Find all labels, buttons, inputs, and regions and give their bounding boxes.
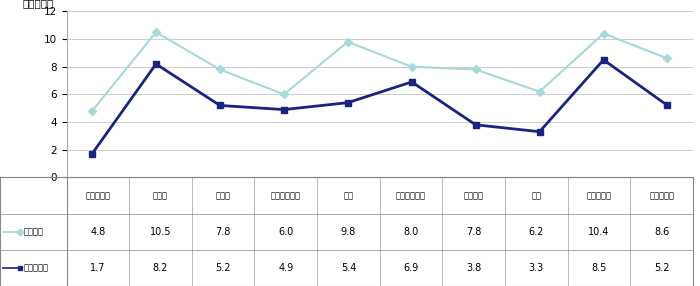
利益非増加 bbox=[344, 101, 352, 104]
利益増加 bbox=[216, 68, 224, 71]
利益非増加 bbox=[471, 123, 480, 126]
Text: 製造業: 製造業 bbox=[153, 191, 168, 200]
Text: 7.8: 7.8 bbox=[466, 227, 482, 237]
利益増加 bbox=[599, 32, 608, 35]
利益増加 bbox=[407, 65, 416, 68]
Text: 情報通信業: 情報通信業 bbox=[587, 191, 612, 200]
Text: サービス業: サービス業 bbox=[649, 191, 674, 200]
Text: （スコア）: （スコア） bbox=[22, 0, 54, 8]
Text: 3.3: 3.3 bbox=[528, 263, 544, 273]
Text: 1.7: 1.7 bbox=[90, 263, 106, 273]
利益増加 bbox=[344, 40, 352, 43]
Text: 金融・保険業: 金融・保険業 bbox=[396, 191, 426, 200]
Text: 電力・ガス等: 電力・ガス等 bbox=[271, 191, 301, 200]
Text: 4.9: 4.9 bbox=[278, 263, 293, 273]
利益増加 bbox=[152, 31, 160, 34]
利益非増加 bbox=[216, 104, 224, 107]
利益非増加 bbox=[663, 104, 671, 107]
利益非増加 bbox=[536, 130, 544, 133]
利益非増加 bbox=[407, 80, 416, 84]
Text: 9.8: 9.8 bbox=[341, 227, 356, 237]
利益非増加 bbox=[152, 62, 160, 66]
Text: 8.5: 8.5 bbox=[592, 263, 607, 273]
Text: 利益増加: 利益増加 bbox=[23, 228, 43, 237]
Text: 5.2: 5.2 bbox=[654, 263, 669, 273]
利益増加 bbox=[536, 90, 544, 93]
Text: 6.9: 6.9 bbox=[403, 263, 419, 273]
Text: 6.0: 6.0 bbox=[278, 227, 293, 237]
利益増加 bbox=[663, 57, 671, 60]
Text: 4.8: 4.8 bbox=[90, 227, 106, 237]
Text: 8.2: 8.2 bbox=[153, 263, 168, 273]
Text: 運輸: 運輸 bbox=[531, 191, 541, 200]
Text: 8.6: 8.6 bbox=[654, 227, 669, 237]
Text: 5.2: 5.2 bbox=[216, 263, 231, 273]
Text: 利益非増加: 利益非増加 bbox=[23, 264, 48, 273]
利益非増加 bbox=[88, 152, 97, 156]
Text: 7.8: 7.8 bbox=[216, 227, 231, 237]
利益増加 bbox=[88, 109, 97, 113]
Text: 商業: 商業 bbox=[344, 191, 354, 200]
Text: 8.0: 8.0 bbox=[403, 227, 419, 237]
Text: 6.2: 6.2 bbox=[528, 227, 544, 237]
Text: 農林水産業: 農林水産業 bbox=[85, 191, 111, 200]
利益非増加 bbox=[280, 108, 288, 111]
Text: 10.4: 10.4 bbox=[588, 227, 610, 237]
利益増加 bbox=[471, 68, 480, 71]
Text: 10.5: 10.5 bbox=[150, 227, 171, 237]
利益非増加 bbox=[599, 58, 608, 61]
Text: 3.8: 3.8 bbox=[466, 263, 482, 273]
Text: 建設業: 建設業 bbox=[216, 191, 230, 200]
利益増加 bbox=[280, 93, 288, 96]
Line: 利益増加: 利益増加 bbox=[90, 29, 670, 114]
Line: 利益非増加: 利益非増加 bbox=[90, 57, 670, 157]
Text: 不動産業: 不動産業 bbox=[463, 191, 484, 200]
Text: 5.4: 5.4 bbox=[341, 263, 356, 273]
